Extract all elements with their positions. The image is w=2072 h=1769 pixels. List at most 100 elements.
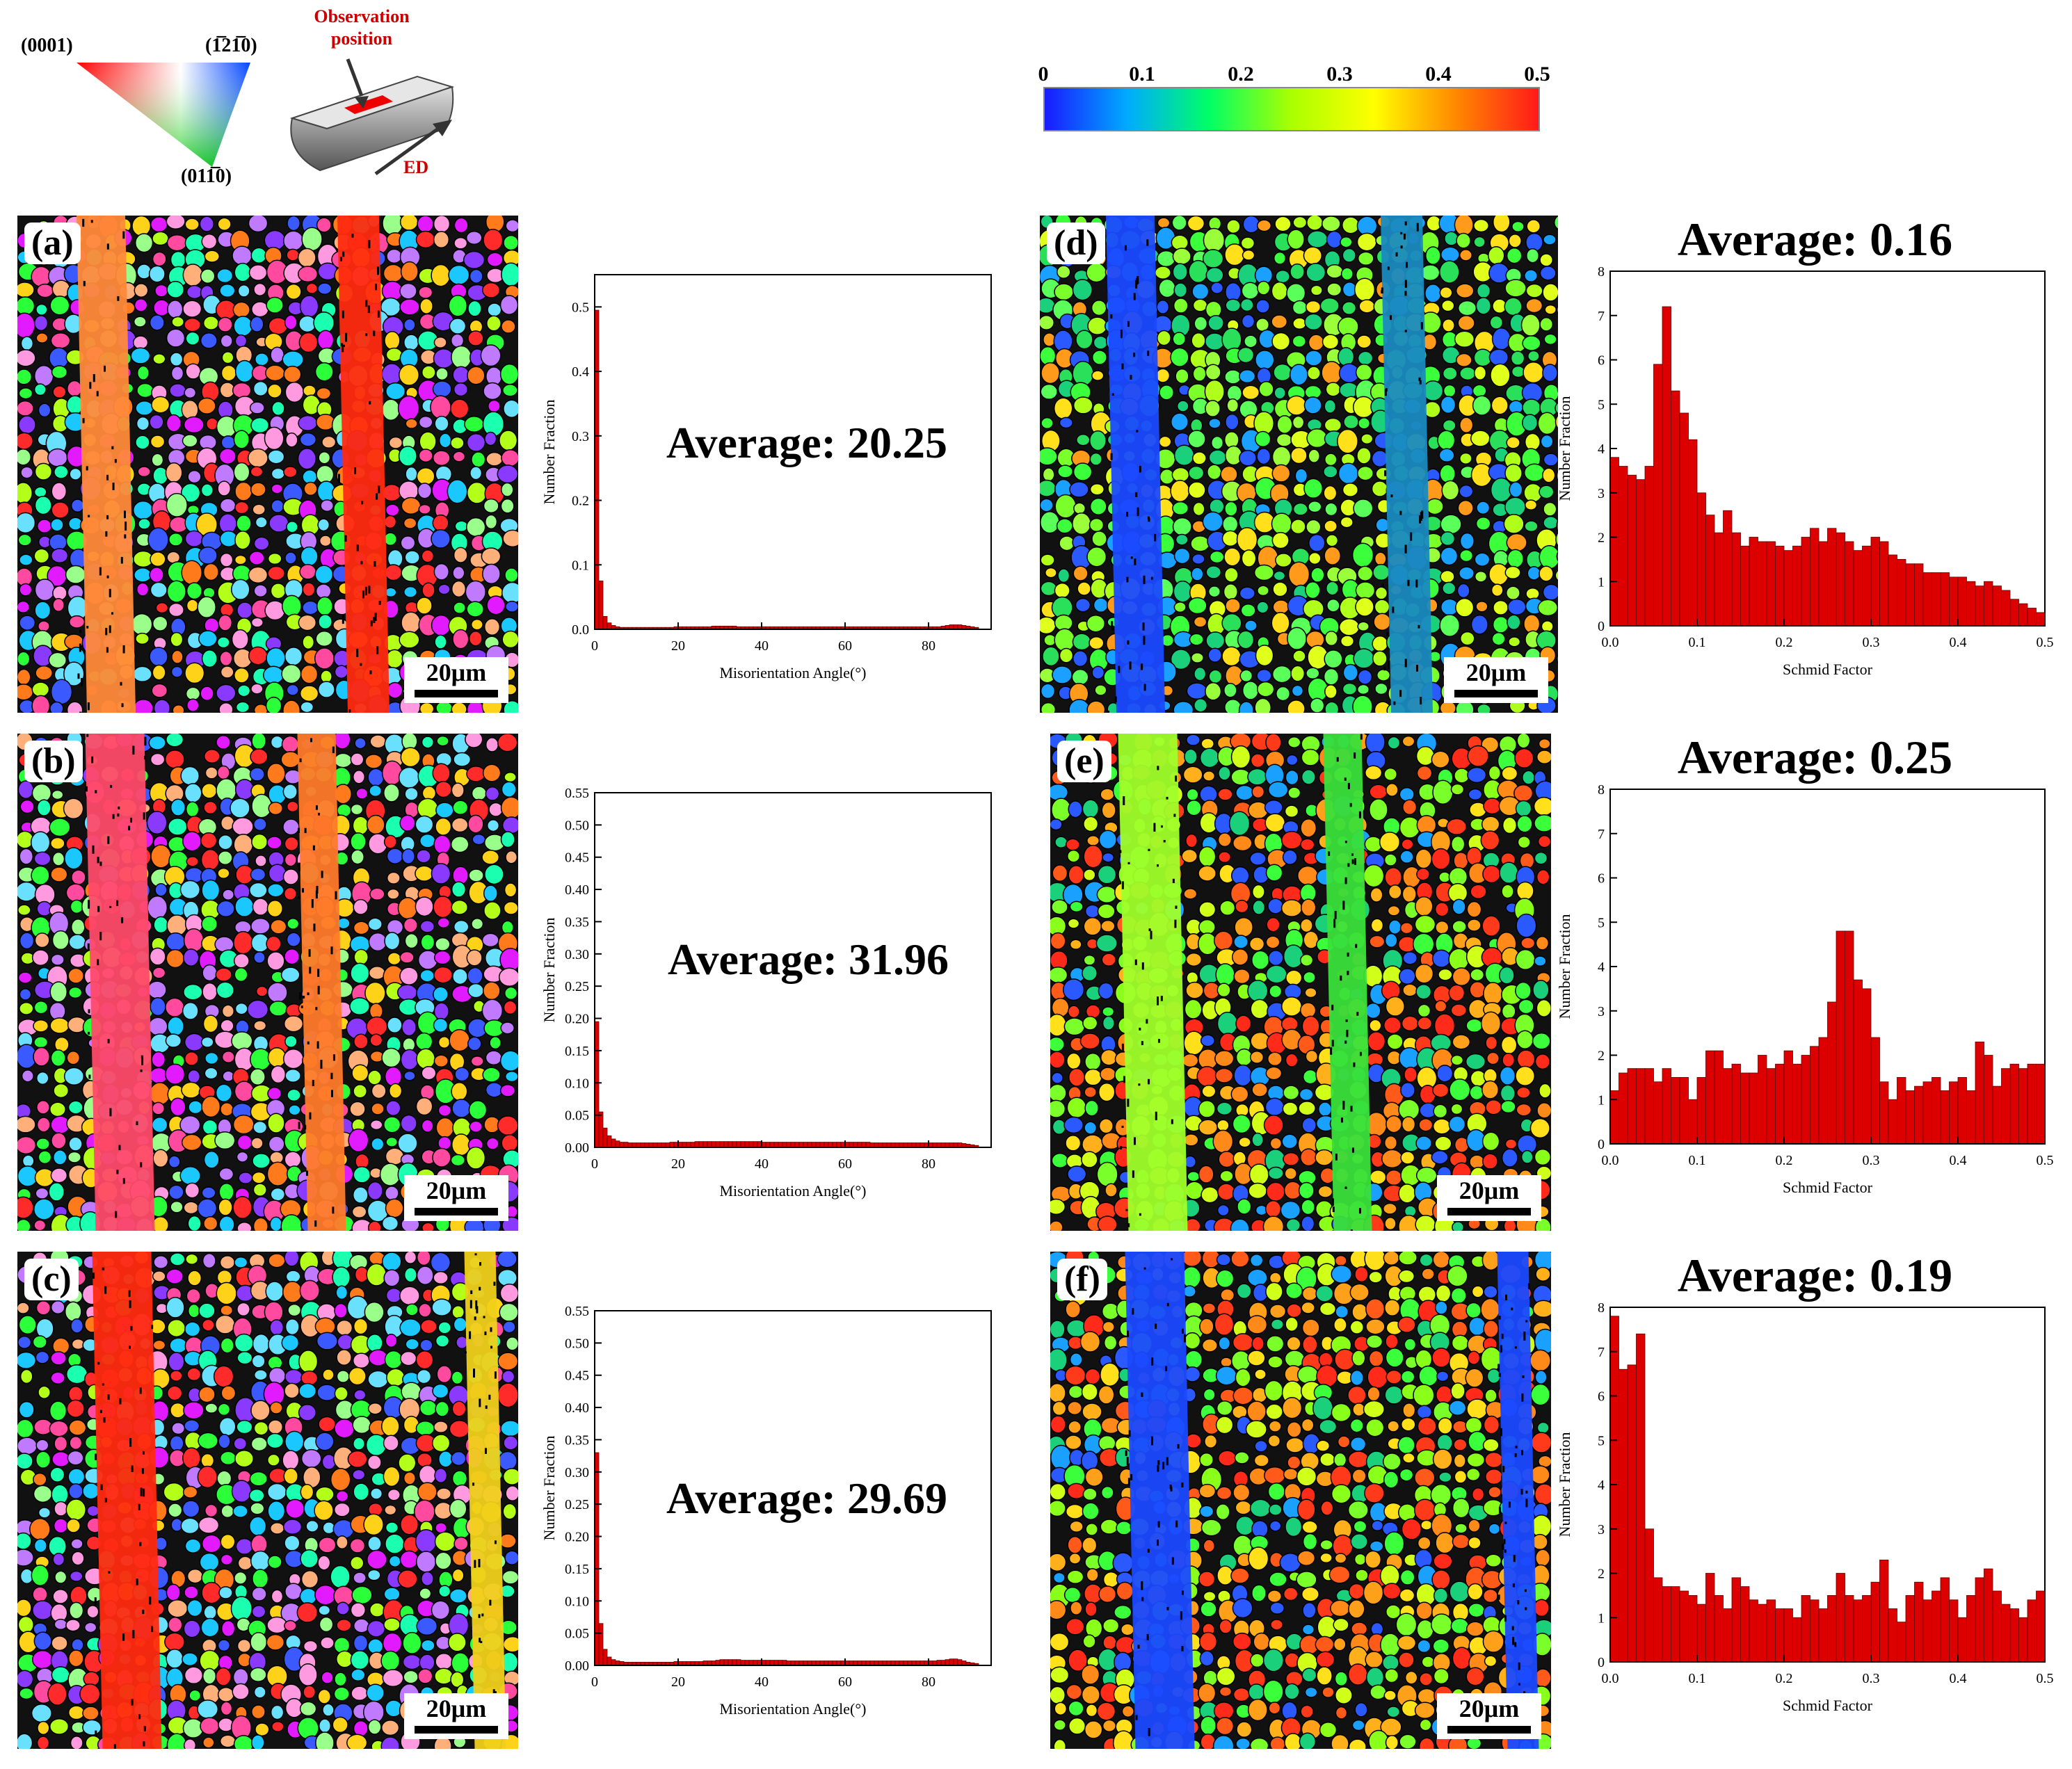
bar-18: [1766, 541, 1776, 627]
bar-86: [953, 1658, 958, 1666]
x-tick-label: 0.4: [1950, 1671, 1967, 1686]
bar-9: [1688, 1594, 1698, 1663]
scale-text-b: 20μm: [426, 1177, 487, 1204]
x-axis-label: Misorientation Angle(°): [719, 1182, 866, 1199]
bar-10: [1696, 1604, 1706, 1663]
bar-38: [1940, 1090, 1950, 1145]
plot-frame: [594, 274, 992, 630]
bar-47: [2018, 1068, 2028, 1145]
bar-5: [1653, 1081, 1663, 1145]
bar-22: [1801, 1594, 1810, 1663]
bar-15: [1740, 545, 1750, 627]
y-tick-label: 0.20: [565, 1012, 589, 1027]
bar-61: [849, 1142, 854, 1148]
bar-15: [1740, 1586, 1750, 1663]
bar-13: [1723, 1608, 1733, 1663]
y-tick-label: 0.50: [565, 818, 589, 833]
bar-27: [1845, 541, 1854, 627]
y-tick-label: 4: [1598, 442, 1605, 457]
ipf-map-a: (a) 20μm: [17, 216, 518, 713]
bar-38: [753, 1660, 758, 1666]
y-tick-label: 4: [1598, 1478, 1605, 1493]
bar-21: [1792, 1617, 1802, 1663]
schmid-map-e: (e) 20μm: [1050, 734, 1551, 1231]
bar-46: [2009, 599, 2019, 627]
y-tick-label: 0.45: [565, 850, 589, 866]
bar-25: [1827, 1001, 1837, 1145]
bar-35: [740, 1141, 746, 1148]
bar-17: [1758, 1055, 1767, 1145]
scale-bar-a: 20μm: [404, 657, 508, 703]
y-tick-label: 0.05: [565, 1108, 589, 1124]
y-axis-label: Number Fraction: [1558, 396, 1573, 501]
bar-5: [1653, 364, 1663, 627]
bar-26: [1836, 930, 1845, 1145]
average-annotation-b: Average: 31.96: [668, 935, 949, 984]
y-tick-label: 0.40: [565, 882, 589, 898]
bar-40: [1957, 1076, 1967, 1145]
bar-48: [2027, 1599, 2037, 1663]
bar-55: [824, 1142, 829, 1148]
y-tick-label: 3: [1598, 1004, 1605, 1019]
bar-30: [1870, 1581, 1880, 1663]
bar-17: [1758, 1604, 1767, 1663]
bar-6: [1662, 306, 1671, 627]
bar-9: [1688, 1099, 1698, 1145]
y-tick-label: 1: [1598, 1610, 1605, 1626]
bar-57: [832, 1142, 837, 1148]
colorbar-tick-4: 0.4: [1425, 63, 1452, 86]
schmid-chart-f: 0 1 2 3 4 5 6 7 8 0.0 0.1 0.2 0.3 0.4 0.5 Schmid Factor…: [1558, 1300, 2054, 1714]
x-tick-label: 0.1: [1689, 1671, 1706, 1686]
panel-label-e: (e): [1057, 741, 1111, 782]
average-annotation-c: Average: 29.69: [666, 1473, 947, 1523]
bar-6: [1662, 1586, 1671, 1663]
x-tick-label: 20: [671, 1674, 685, 1690]
y-tick-label: 0.15: [565, 1044, 589, 1059]
bar-27: [1845, 1594, 1854, 1663]
bar-46: [2009, 1608, 2019, 1663]
bar-43: [773, 1660, 779, 1666]
y-tick-label: 8: [1598, 264, 1605, 280]
y-tick-label: 0: [1598, 1137, 1605, 1152]
ipf-map-c: (c) 20μm: [17, 1252, 518, 1749]
x-tick-label: 60: [838, 638, 852, 654]
bar-24: [694, 1141, 700, 1148]
schmid-title-e: Average: 0.25: [1677, 731, 1953, 784]
bar-3: [607, 1135, 612, 1148]
bar-28: [711, 1141, 716, 1148]
panel-label-d: (d): [1047, 223, 1105, 264]
bar-30: [719, 1141, 725, 1148]
y-tick-label: 0.2: [572, 494, 589, 509]
bar-0: [1609, 1316, 1619, 1663]
bar-44: [1992, 585, 2002, 627]
bar-41: [1966, 581, 1976, 627]
schmid-map-f: (f) 20μm: [1050, 1252, 1551, 1749]
ipf-corner-0001: (0001): [21, 35, 73, 56]
schmid-chart-e: 0 1 2 3 4 5 6 7 8 0.0 0.1 0.2 0.3 0.4 0.5 Schmid Factor…: [1558, 782, 2054, 1196]
bar-19: [1775, 1608, 1785, 1663]
x-tick-label: 0.5: [2037, 1153, 2054, 1168]
bar-22: [686, 1142, 691, 1148]
x-tick-label: 80: [922, 1674, 935, 1690]
bar-30: [1870, 1037, 1880, 1145]
panel-label-c: (c): [24, 1259, 79, 1300]
bar-12: [1714, 1594, 1724, 1663]
bar-12: [1714, 532, 1724, 627]
y-tick-label: 0.20: [565, 1530, 589, 1545]
bar-25: [1827, 1594, 1837, 1663]
bar-37: [748, 1141, 754, 1148]
y-tick-label: 0.45: [565, 1368, 589, 1384]
bar-38: [753, 1141, 758, 1148]
bar-47: [2018, 1617, 2028, 1663]
panel-label-a: (a): [24, 223, 81, 264]
bar-21: [1792, 1063, 1802, 1145]
bar-31: [723, 1659, 729, 1666]
y-tick-label: 0.30: [565, 947, 589, 962]
bar-30: [1870, 537, 1880, 627]
bar-29: [1862, 988, 1872, 1145]
x-tick-label: 0.2: [1776, 1671, 1793, 1686]
y-tick-label: 0.1: [572, 558, 589, 573]
bar-20: [1783, 1608, 1793, 1663]
bar-2: [602, 616, 608, 630]
bar-10: [1696, 1076, 1706, 1145]
